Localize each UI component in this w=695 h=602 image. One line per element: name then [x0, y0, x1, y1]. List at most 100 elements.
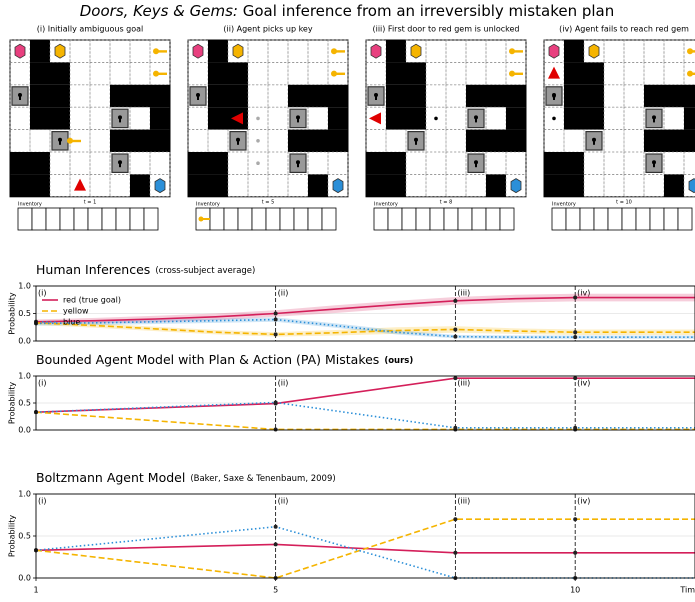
wall	[10, 152, 30, 175]
title-italic: Doors, Keys & Gems:	[80, 2, 238, 20]
event-point	[273, 311, 278, 316]
panel-caption: (iv) Agent fails to reach red gem	[559, 25, 689, 34]
event-label: (ii)	[278, 497, 289, 506]
wall	[366, 174, 386, 197]
y-axis-label: Probability	[8, 515, 17, 558]
wall	[644, 84, 664, 108]
cell	[247, 174, 269, 198]
wall	[544, 174, 564, 197]
key-shaft	[692, 50, 695, 53]
cell	[89, 174, 111, 198]
gridworld	[187, 39, 349, 198]
cell	[505, 174, 527, 198]
inventory-slot	[485, 207, 501, 231]
wall	[288, 129, 308, 152]
inventory-slot	[223, 207, 239, 231]
wall	[308, 84, 328, 108]
key-shaft	[692, 72, 695, 75]
wall	[50, 62, 70, 85]
key-shaft	[72, 139, 81, 143]
wall	[188, 174, 208, 197]
gem	[232, 43, 244, 59]
key-shaft	[514, 50, 523, 53]
keyhole-slot	[197, 96, 199, 100]
cell	[287, 106, 309, 130]
inventory-slot	[387, 207, 403, 231]
wall	[308, 129, 328, 152]
y-tick-label: 0.0	[18, 337, 31, 346]
wall	[328, 107, 348, 130]
plot-frame	[35, 493, 695, 579]
series-line	[35, 525, 695, 579]
keyhole-slot	[653, 118, 655, 123]
key-head	[687, 48, 693, 55]
event-point	[573, 517, 578, 522]
inventory-slot	[663, 207, 679, 231]
wall	[544, 152, 564, 175]
inventory-slot	[635, 207, 651, 231]
trail-dot	[394, 116, 398, 121]
plot-frame	[35, 285, 695, 342]
wall	[188, 152, 208, 175]
event-label: (ii)	[278, 379, 289, 388]
cell	[583, 174, 605, 198]
wall	[208, 107, 228, 130]
trail-dot	[552, 116, 556, 121]
wall	[684, 107, 695, 130]
inventory-slot	[471, 207, 487, 231]
inventory-slot	[307, 207, 323, 231]
event-point	[273, 427, 278, 432]
keyhole-slot	[415, 140, 417, 145]
keyhole-slot	[653, 163, 655, 168]
inventory-slot	[551, 207, 567, 231]
panel-caption: (iii) First door to red gem is unlocked	[372, 25, 519, 34]
event-point	[453, 550, 458, 555]
key-head	[509, 48, 515, 55]
wall	[150, 84, 170, 108]
wall	[30, 152, 50, 175]
wall	[684, 129, 695, 152]
cell	[307, 106, 329, 130]
gem	[548, 43, 560, 59]
plot-frame	[35, 375, 695, 431]
time-label: t = 8	[440, 200, 453, 206]
inventory-slot	[45, 207, 61, 231]
key-head	[153, 70, 159, 77]
wall	[406, 62, 426, 85]
wall	[386, 62, 406, 85]
trail-dot	[434, 116, 438, 121]
inventory-slot	[401, 207, 417, 231]
wall	[30, 107, 50, 130]
cell	[149, 174, 171, 198]
event-point	[453, 334, 458, 339]
event-label: (i)	[38, 497, 46, 506]
time-label: t = 10	[616, 200, 632, 206]
wall	[466, 84, 486, 108]
inventory-slot	[443, 207, 459, 231]
x-tick-label: 5	[273, 586, 278, 595]
key-shaft	[158, 50, 167, 53]
trail-dot	[256, 161, 260, 165]
series-line	[35, 322, 695, 336]
wall	[130, 129, 150, 152]
wall	[288, 84, 308, 108]
inventory-slot	[115, 207, 131, 231]
chart-title-main: Boltzmann Agent Model	[36, 470, 185, 485]
event-label: (ii)	[278, 289, 289, 298]
key-shaft	[514, 72, 523, 75]
keyhole-slot	[59, 140, 61, 145]
keyhole-slot	[475, 163, 477, 168]
key-shaft	[203, 218, 210, 220]
wall	[664, 174, 684, 197]
y-tick-label: 1.0	[18, 490, 31, 499]
event-label: (i)	[38, 289, 46, 298]
trail-dot	[256, 139, 260, 143]
inventory-label: Inventory	[374, 202, 398, 208]
confidence-band	[36, 317, 695, 339]
y-tick-label: 0.5	[18, 532, 31, 541]
confidence-band	[36, 320, 695, 337]
inventory-slot	[649, 207, 665, 231]
series-line	[35, 401, 695, 429]
chart-title-main: Human Inferences	[36, 262, 150, 277]
inventory-slot	[73, 207, 89, 231]
